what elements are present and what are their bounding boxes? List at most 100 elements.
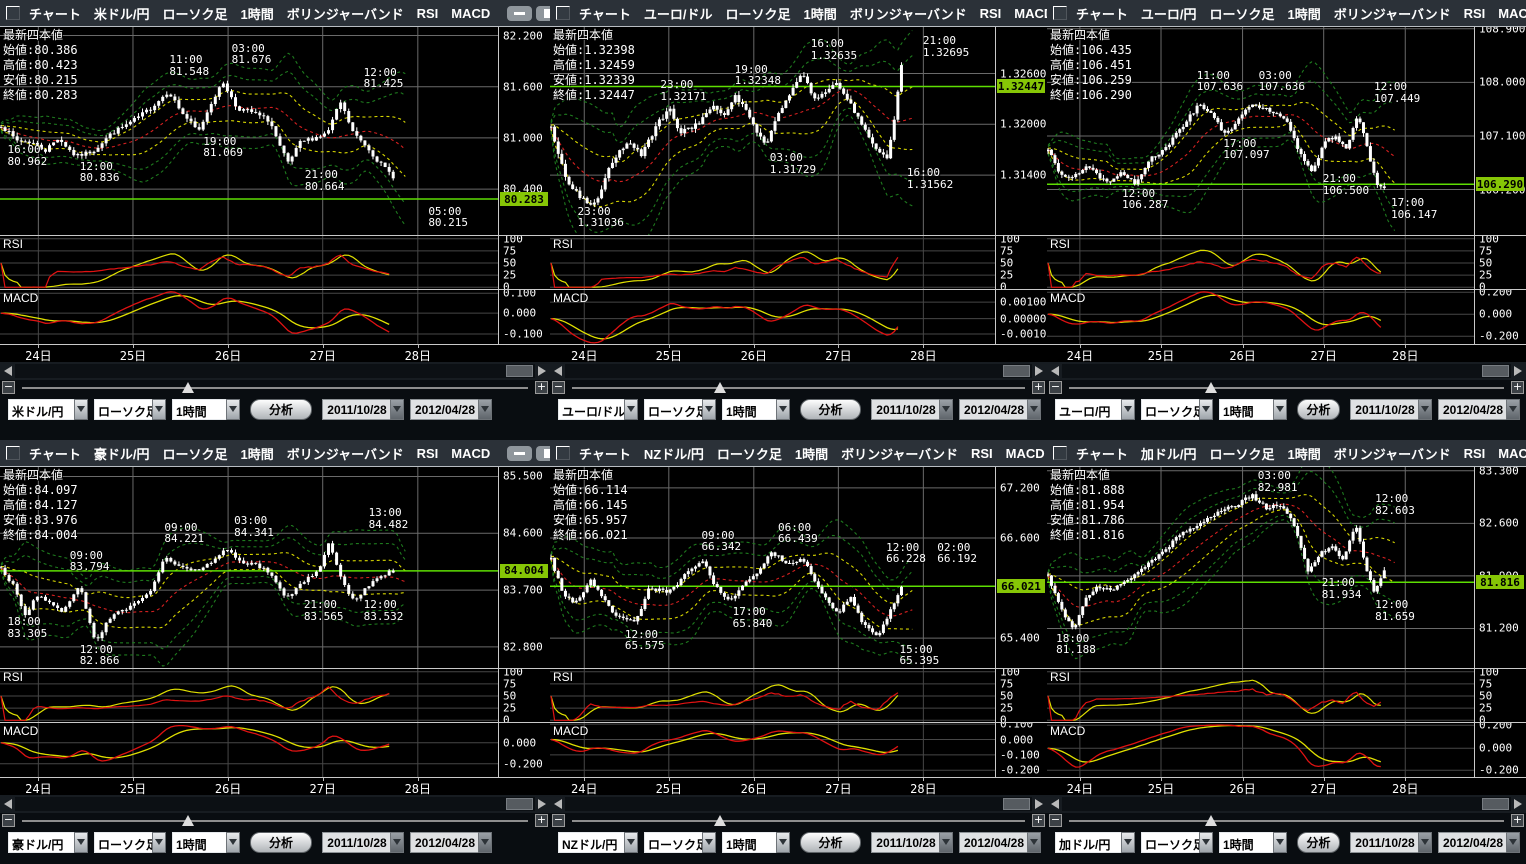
date-to-select[interactable]: 2012/04/28: [1438, 831, 1520, 853]
scrollbar-thumb[interactable]: [1003, 798, 1030, 810]
scroll-right-arrow[interactable]: [1035, 799, 1043, 809]
rsi-chart[interactable]: RSI: [0, 236, 498, 290]
date-from-arrow[interactable]: [390, 398, 404, 420]
price-chart[interactable]: 最新四本値 始値:66.114 高値:66.145 安値:65.957 終値:6…: [550, 467, 995, 669]
date-to-arrow[interactable]: [478, 398, 492, 420]
macd-chart[interactable]: MACD: [1047, 723, 1474, 778]
h-scrollbar[interactable]: [1047, 362, 1526, 380]
scroll-right-arrow[interactable]: [538, 366, 546, 376]
macd-chart[interactable]: MACD: [1047, 290, 1474, 345]
charttype-select-arrow[interactable]: [702, 398, 716, 420]
scrollbar-track[interactable]: [15, 364, 535, 378]
h-scrollbar[interactable]: [550, 795, 1047, 813]
date-to-arrow[interactable]: [1027, 831, 1041, 853]
scrollbar-thumb[interactable]: [506, 798, 533, 810]
scroll-left-arrow[interactable]: [1051, 366, 1059, 376]
window-titlebar[interactable]: チャート 加ドル/円 ローソク足 1時間 ボリンジャーバンド RSI MACD …: [1047, 440, 1526, 467]
date-from-select[interactable]: 2011/10/28: [871, 398, 953, 420]
zoom-out-button[interactable]: −: [2, 380, 15, 394]
charttype-select-arrow[interactable]: [1199, 831, 1213, 853]
date-to-select[interactable]: 2012/04/28: [1438, 398, 1520, 420]
scroll-right-arrow[interactable]: [538, 799, 546, 809]
analyze-button[interactable]: 分析: [250, 398, 312, 420]
timeframe-select-arrow[interactable]: [1273, 831, 1287, 853]
charttype-select[interactable]: ローソク足: [1141, 831, 1213, 853]
zoom-slider[interactable]: − +: [1047, 813, 1526, 829]
analyze-button[interactable]: 分析: [1297, 831, 1340, 853]
zoom-slider[interactable]: − +: [0, 813, 550, 829]
zoom-in-button[interactable]: +: [1032, 813, 1045, 827]
analyze-button[interactable]: 分析: [1297, 398, 1340, 420]
date-from-arrow[interactable]: [939, 831, 953, 853]
price-chart[interactable]: 最新四本値 始値:1.32398 高値:1.32459 安値:1.32339 終…: [550, 27, 995, 236]
macd-chart[interactable]: MACD: [550, 290, 995, 345]
date-to-arrow[interactable]: [1506, 398, 1520, 420]
slider-track[interactable]: [572, 387, 1025, 389]
timeframe-select[interactable]: 1時間: [1219, 831, 1287, 853]
h-scrollbar[interactable]: [1047, 795, 1526, 813]
pair-select-arrow[interactable]: [74, 398, 88, 420]
window-titlebar[interactable]: チャート ユーロ/円 ローソク足 1時間 ボリンジャーバンド RSI MACD …: [1047, 0, 1526, 27]
scroll-left-arrow[interactable]: [1051, 799, 1059, 809]
zoom-in-button[interactable]: +: [1032, 380, 1045, 394]
macd-chart[interactable]: MACD: [550, 723, 995, 778]
timeframe-select[interactable]: 1時間: [172, 398, 240, 420]
pair-select[interactable]: ユーロ/ドル: [558, 398, 638, 420]
price-chart[interactable]: 最新四本値 始値:84.097 高値:84.127 安値:83.976 終値:8…: [0, 467, 498, 669]
pair-select-arrow[interactable]: [74, 831, 88, 853]
analyze-button[interactable]: 分析: [800, 831, 861, 853]
slider-thumb[interactable]: [181, 815, 194, 826]
rsi-chart[interactable]: RSI: [0, 669, 498, 723]
maximize-button[interactable]: [536, 5, 550, 21]
date-to-select[interactable]: 2012/04/28: [410, 831, 492, 853]
minimize-button[interactable]: [507, 445, 533, 461]
slider-thumb[interactable]: [714, 382, 726, 393]
charttype-select-arrow[interactable]: [702, 831, 716, 853]
h-scrollbar[interactable]: [550, 362, 1047, 380]
window-titlebar[interactable]: チャート NZドル/円 ローソク足 1時間 ボリンジャーバンド RSI MACD…: [550, 440, 1047, 467]
price-chart[interactable]: 最新四本値 始値:80.386 高値:80.423 安値:80.215 終値:8…: [0, 27, 498, 236]
zoom-slider[interactable]: − +: [0, 380, 550, 396]
date-to-arrow[interactable]: [1506, 831, 1520, 853]
scrollbar-track[interactable]: [1062, 797, 1511, 811]
charttype-select[interactable]: ローソク足: [94, 831, 166, 853]
date-from-arrow[interactable]: [1418, 398, 1432, 420]
date-from-arrow[interactable]: [1418, 831, 1432, 853]
slider-track[interactable]: [1069, 820, 1504, 822]
zoom-in-button[interactable]: +: [1511, 380, 1524, 394]
rsi-chart[interactable]: RSI: [1047, 236, 1474, 290]
date-from-select[interactable]: 2011/10/28: [1350, 831, 1432, 853]
date-from-select[interactable]: 2011/10/28: [1350, 398, 1432, 420]
charttype-select-arrow[interactable]: [1199, 398, 1213, 420]
scroll-right-arrow[interactable]: [1035, 366, 1043, 376]
zoom-out-button[interactable]: −: [1049, 813, 1062, 827]
rsi-chart[interactable]: RSI: [1047, 669, 1474, 723]
timeframe-select[interactable]: 1時間: [172, 831, 240, 853]
timeframe-select-arrow[interactable]: [226, 398, 240, 420]
scroll-left-arrow[interactable]: [4, 366, 12, 376]
charttype-select[interactable]: ローソク足: [94, 398, 166, 420]
analyze-button[interactable]: 分析: [800, 398, 861, 420]
date-from-arrow[interactable]: [939, 398, 953, 420]
window-titlebar[interactable]: チャート 豪ドル/円 ローソク足 1時間 ボリンジャーバンド RSI MACD …: [0, 440, 550, 467]
zoom-in-button[interactable]: +: [1511, 813, 1524, 827]
h-scrollbar[interactable]: [0, 362, 550, 380]
scrollbar-thumb[interactable]: [1003, 365, 1030, 377]
scroll-left-arrow[interactable]: [554, 799, 562, 809]
charttype-select-arrow[interactable]: [152, 831, 166, 853]
pair-select-arrow[interactable]: [624, 831, 638, 853]
scrollbar-thumb[interactable]: [1482, 798, 1509, 810]
timeframe-select[interactable]: 1時間: [1219, 398, 1287, 420]
scroll-right-arrow[interactable]: [1514, 799, 1522, 809]
scrollbar-track[interactable]: [1062, 364, 1511, 378]
macd-chart[interactable]: MACD: [0, 290, 498, 345]
scroll-right-arrow[interactable]: [1514, 366, 1522, 376]
timeframe-select-arrow[interactable]: [1273, 398, 1287, 420]
zoom-out-button[interactable]: −: [552, 813, 565, 827]
charttype-select-arrow[interactable]: [152, 398, 166, 420]
slider-track[interactable]: [572, 820, 1025, 822]
macd-chart[interactable]: MACD: [0, 723, 498, 778]
scrollbar-track[interactable]: [565, 797, 1032, 811]
zoom-out-button[interactable]: −: [552, 380, 565, 394]
scrollbar-track[interactable]: [565, 364, 1032, 378]
